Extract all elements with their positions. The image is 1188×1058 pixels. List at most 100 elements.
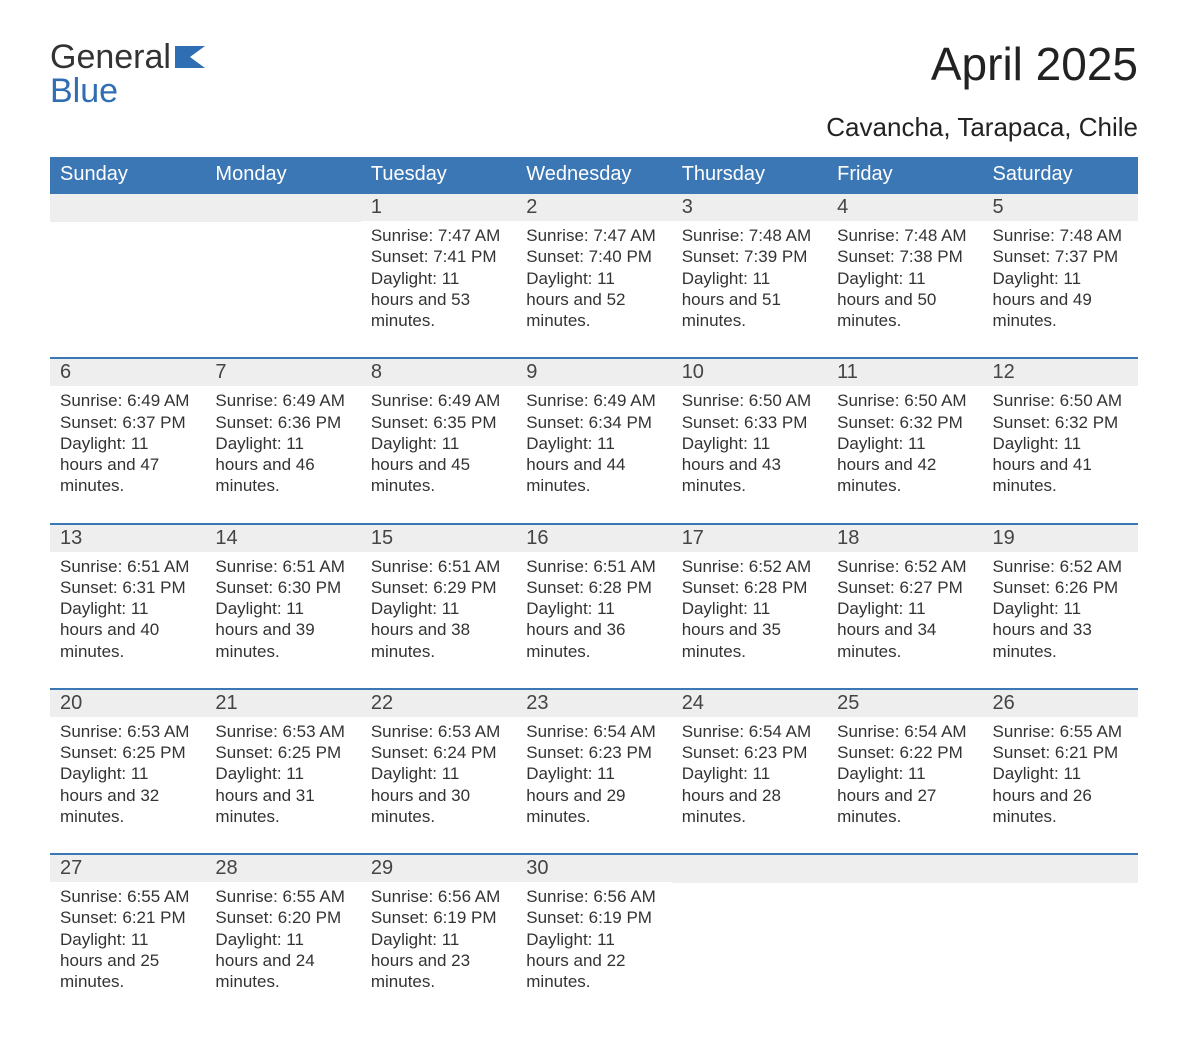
day-details: Sunrise: 6:52 AMSunset: 6:27 PMDaylight:… <box>837 556 972 662</box>
calendar-day-cell: 12 Sunrise: 6:50 AMSunset: 6:32 PMDayligh… <box>983 358 1138 523</box>
calendar-day-cell: 15Sunrise: 6:51 AMSunset: 6:29 PMDayligh… <box>361 524 516 689</box>
weekday-header: Tuesday <box>361 157 516 193</box>
daylight-line: Daylight: 11 hours and 51 minutes. <box>682 268 817 332</box>
day-details: Sunrise: 6:55 AMSunset: 6:21 PMDaylight:… <box>993 721 1128 827</box>
calendar-day-cell: 24Sunrise: 6:54 AMSunset: 6:23 PMDayligh… <box>672 689 827 854</box>
brand-logo: General Blue <box>50 40 205 108</box>
calendar-day-cell: 18Sunrise: 6:52 AMSunset: 6:27 PMDayligh… <box>827 524 982 689</box>
daylight-line: Daylight: 11 hours and 46 minutes. <box>215 433 350 497</box>
day-details: Sunrise: 6:50 AMSunset: 6:32 PMDaylight:… <box>993 390 1128 496</box>
day-number: 7 <box>205 359 360 386</box>
day-number: 3 <box>672 194 827 221</box>
calendar-day-cell: 14 Sunrise: 6:51 AMSunset: 6:30 PMDayligh… <box>205 524 360 689</box>
calendar-day-cell: 19Sunrise: 6:52 AMSunset: 6:26 PMDayligh… <box>983 524 1138 689</box>
daylight-line: Daylight: 11 hours and 50 minutes. <box>837 268 972 332</box>
day-number: 6 <box>50 359 205 386</box>
calendar-week-row: 20Sunrise: 6:53 AMSunset: 6:25 PMDayligh… <box>50 689 1138 854</box>
daylight-line: Daylight: 11 hours and 33 minutes. <box>993 598 1128 662</box>
day-details: Sunrise: 6:56 AMSunset: 6:19 PMDaylight:… <box>371 886 506 992</box>
daylight-line: Daylight: 11 hours and 47 minutes. <box>60 433 195 497</box>
sunrise-line: Sunrise: 6:56 AM <box>526 886 661 907</box>
sunrise-line: Sunrise: 6:55 AM <box>215 886 350 907</box>
day-details: Sunrise: 6:49 AMSunset: 6:37 PMDaylight:… <box>60 390 195 496</box>
sunrise-line: Sunrise: 6:52 AM <box>682 556 817 577</box>
day-details: Sunrise: 6:51 AMSunset: 6:30 PMDaylight:… <box>215 556 350 662</box>
sunset-line: Sunset: 6:29 PM <box>371 577 506 598</box>
sunrise-line: Sunrise: 6:50 AM <box>993 390 1128 411</box>
calendar-day-cell: 1Sunrise: 7:47 AMSunset: 7:41 PMDaylight… <box>361 193 516 358</box>
calendar-day-cell: 23 Sunrise: 6:54 AMSunset: 6:23 PMDayligh… <box>516 689 671 854</box>
sunrise-line: Sunrise: 6:51 AM <box>60 556 195 577</box>
sunrise-line: Sunrise: 6:55 AM <box>60 886 195 907</box>
daylight-line: Daylight: 11 hours and 31 minutes. <box>215 763 350 827</box>
calendar-empty-cell <box>205 193 360 358</box>
day-number: 12 <box>983 359 1138 386</box>
sunrise-line: Sunrise: 6:56 AM <box>371 886 506 907</box>
sunset-line: Sunset: 6:28 PM <box>682 577 817 598</box>
day-details: Sunrise: 6:49 AMSunset: 6:35 PMDaylight:… <box>371 390 506 496</box>
weekday-header: Sunday <box>50 157 205 193</box>
day-details: Sunrise: 6:53 AMSunset: 6:24 PMDaylight:… <box>371 721 506 827</box>
calendar-day-cell: 8Sunrise: 6:49 AMSunset: 6:35 PMDaylight… <box>361 358 516 523</box>
day-number <box>672 855 827 883</box>
sunrise-line: Sunrise: 6:52 AM <box>837 556 972 577</box>
sunrise-line: Sunrise: 6:49 AM <box>526 390 661 411</box>
weekday-header: Thursday <box>672 157 827 193</box>
daylight-line: Daylight: 11 hours and 43 minutes. <box>682 433 817 497</box>
calendar-day-cell: 3 Sunrise: 7:48 AMSunset: 7:39 PMDaylight… <box>672 193 827 358</box>
daylight-line: Daylight: 11 hours and 28 minutes. <box>682 763 817 827</box>
sunrise-line: Sunrise: 6:53 AM <box>60 721 195 742</box>
day-details: Sunrise: 6:54 AMSunset: 6:23 PMDaylight:… <box>526 721 661 827</box>
daylight-line: Daylight: 11 hours and 35 minutes. <box>682 598 817 662</box>
day-number: 23 <box>516 690 671 717</box>
day-details: Sunrise: 6:50 AMSunset: 6:32 PMDaylight:… <box>837 390 972 496</box>
daylight-line: Daylight: 11 hours and 29 minutes. <box>526 763 661 827</box>
day-number: 5 <box>983 194 1138 221</box>
day-details: Sunrise: 7:48 AMSunset: 7:39 PMDaylight:… <box>682 225 817 331</box>
sunrise-line: Sunrise: 6:52 AM <box>993 556 1128 577</box>
calendar-day-cell: 30Sunrise: 6:56 AMSunset: 6:19 PMDayligh… <box>516 854 671 1018</box>
day-details: Sunrise: 6:49 AMSunset: 6:34 PMDaylight:… <box>526 390 661 496</box>
daylight-line: Daylight: 11 hours and 49 minutes. <box>993 268 1128 332</box>
daylight-line: Daylight: 11 hours and 52 minutes. <box>526 268 661 332</box>
sunset-line: Sunset: 6:28 PM <box>526 577 661 598</box>
sunrise-line: Sunrise: 6:53 AM <box>371 721 506 742</box>
sunrise-line: Sunrise: 7:48 AM <box>837 225 972 246</box>
sunrise-line: Sunrise: 6:54 AM <box>526 721 661 742</box>
weekday-header-row: SundayMondayTuesdayWednesdayThursdayFrid… <box>50 157 1138 193</box>
day-details: Sunrise: 6:54 AMSunset: 6:23 PMDaylight:… <box>682 721 817 827</box>
sunrise-line: Sunrise: 6:49 AM <box>215 390 350 411</box>
day-details: Sunrise: 6:56 AMSunset: 6:19 PMDaylight:… <box>526 886 661 992</box>
sunset-line: Sunset: 6:23 PM <box>526 742 661 763</box>
day-details: Sunrise: 7:47 AMSunset: 7:40 PMDaylight:… <box>526 225 661 331</box>
day-number: 25 <box>827 690 982 717</box>
sunset-line: Sunset: 6:32 PM <box>993 412 1128 433</box>
calendar-week-row: 13Sunrise: 6:51 AMSunset: 6:31 PMDayligh… <box>50 524 1138 689</box>
calendar-day-cell: 13Sunrise: 6:51 AMSunset: 6:31 PMDayligh… <box>50 524 205 689</box>
sunset-line: Sunset: 6:34 PM <box>526 412 661 433</box>
location-subtitle: Cavancha, Tarapaca, Chile <box>50 112 1138 143</box>
calendar-empty-cell <box>672 854 827 1018</box>
sunrise-line: Sunrise: 7:47 AM <box>526 225 661 246</box>
calendar-empty-cell <box>50 193 205 358</box>
calendar-empty-cell <box>827 854 982 1018</box>
sunset-line: Sunset: 6:23 PM <box>682 742 817 763</box>
day-number: 14 <box>205 525 360 552</box>
calendar-body: 1Sunrise: 7:47 AMSunset: 7:41 PMDaylight… <box>50 193 1138 1018</box>
sunrise-line: Sunrise: 6:49 AM <box>371 390 506 411</box>
daylight-line: Daylight: 11 hours and 26 minutes. <box>993 763 1128 827</box>
calendar-day-cell: 27Sunrise: 6:55 AMSunset: 6:21 PMDayligh… <box>50 854 205 1018</box>
daylight-line: Daylight: 11 hours and 25 minutes. <box>60 929 195 993</box>
sunset-line: Sunset: 6:35 PM <box>371 412 506 433</box>
daylight-line: Daylight: 11 hours and 53 minutes. <box>371 268 506 332</box>
day-number: 29 <box>361 855 516 882</box>
calendar-day-cell: 28Sunrise: 6:55 AMSunset: 6:20 PMDayligh… <box>205 854 360 1018</box>
sunset-line: Sunset: 6:27 PM <box>837 577 972 598</box>
day-details: Sunrise: 6:52 AMSunset: 6:26 PMDaylight:… <box>993 556 1128 662</box>
day-number: 16 <box>516 525 671 552</box>
day-details: Sunrise: 6:53 AMSunset: 6:25 PMDaylight:… <box>215 721 350 827</box>
day-number: 27 <box>50 855 205 882</box>
daylight-line: Daylight: 11 hours and 38 minutes. <box>371 598 506 662</box>
calendar-day-cell: 7Sunrise: 6:49 AMSunset: 6:36 PMDaylight… <box>205 358 360 523</box>
day-number: 21 <box>205 690 360 717</box>
